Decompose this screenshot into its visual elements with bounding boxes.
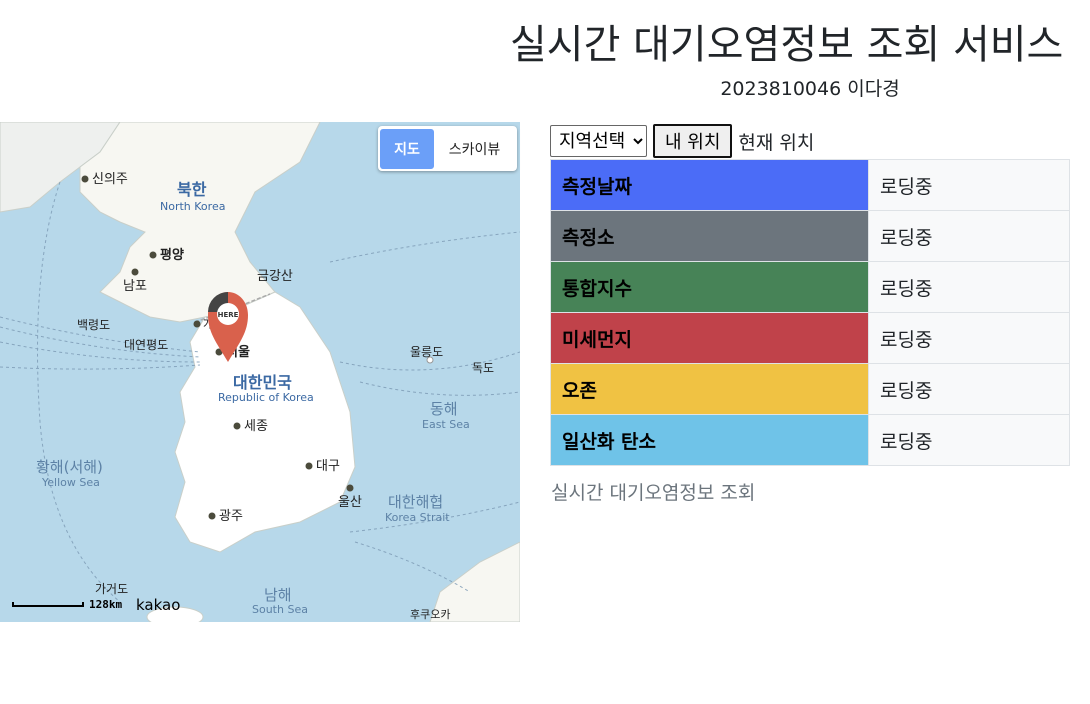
sea-routes xyxy=(0,181,520,603)
japan-landmass xyxy=(429,541,520,622)
row-value: 로딩중 xyxy=(868,261,1070,313)
here-marker-label: HERE xyxy=(218,311,239,319)
city-markers xyxy=(81,175,354,520)
row-value: 로딩중 xyxy=(868,159,1070,211)
scale-label: 128km xyxy=(89,598,123,611)
row-value: 로딩중 xyxy=(868,414,1070,466)
skyview-button[interactable]: 스카이뷰 xyxy=(448,141,501,158)
row-label: 측정날짜 xyxy=(550,159,869,211)
row-label: 측정소 xyxy=(550,210,869,262)
table-caption: 실시간 대기오염정보 조회 xyxy=(551,482,756,504)
row-label: 통합지수 xyxy=(550,261,869,313)
location-controls: 지역선택 내 위치 현재 위치 xyxy=(550,124,814,158)
row-label: 미세먼지 xyxy=(550,312,869,364)
map-type-control: 지도 스카이뷰 xyxy=(378,126,517,171)
label-south-korea: 대한민국 xyxy=(233,373,292,392)
label-korea-strait: 대한해협 xyxy=(388,493,443,511)
south-korea-landmass xyxy=(174,291,356,553)
air-quality-table: 측정날짜 로딩중 측정소 로딩중 통합지수 로딩중 미세먼지 로딩중 오존 로딩중 일산화 탄소 로딩… xyxy=(550,159,1070,466)
label-south-sea: 남해 xyxy=(264,586,292,604)
row-value: 로딩중 xyxy=(868,210,1070,262)
my-location-button[interactable]: 내 위치 xyxy=(653,124,733,158)
label-east-sea: 동해 xyxy=(430,400,458,418)
label-yellow-sea-en: Yellow Sea xyxy=(41,476,100,489)
row-value: 로딩중 xyxy=(868,312,1070,364)
ulleungdo-island xyxy=(426,356,434,364)
kakao-map[interactable]: 신의주 평양 남포 금강산 백령도 대연평도 개성 서울 울릉도 독도 세종 대… xyxy=(0,122,520,622)
page-title: 실시간 대기오염정보 조회 서비스 xyxy=(510,22,1064,68)
jeju-island xyxy=(146,606,204,622)
table-row: 측정소 로딩중 xyxy=(550,210,1070,262)
label-south-korea-en: Republic of Korea xyxy=(218,391,314,404)
label-south-sea-en: South Sea xyxy=(252,603,308,616)
label-north-korea: 북한 xyxy=(177,180,207,199)
label-gageodo: 가거도 xyxy=(95,582,128,596)
table-row: 통합지수 로딩중 xyxy=(550,261,1070,313)
row-value: 로딩중 xyxy=(868,363,1070,415)
table-row: 미세먼지 로딩중 xyxy=(550,312,1070,364)
label-fukuoka: 후쿠오카 xyxy=(410,608,450,621)
label-daegu: 대구 xyxy=(316,459,340,474)
row-label: 일산화 탄소 xyxy=(550,414,869,466)
label-sejong: 세종 xyxy=(244,419,268,434)
label-baengnyeongdo: 백령도 xyxy=(77,318,110,332)
here-marker-icon[interactable]: HERE xyxy=(208,292,248,362)
label-korea-strait-en: Korea Strait xyxy=(385,511,450,524)
table-row: 측정날짜 로딩중 xyxy=(550,159,1070,211)
scale-bar xyxy=(12,602,84,607)
label-yellow-sea: 황해(서해) xyxy=(36,458,103,476)
current-location-label: 현재 위치 xyxy=(738,131,815,154)
map-canvas[interactable]: 신의주 평양 남포 금강산 백령도 대연평도 개성 서울 울릉도 독도 세종 대… xyxy=(0,122,520,622)
label-daeyeonpyeongdo: 대연평도 xyxy=(124,338,168,352)
label-east-sea-en: East Sea xyxy=(422,418,470,431)
map-view-button[interactable]: 지도 xyxy=(380,128,434,169)
region-select[interactable]: 지역선택 xyxy=(550,125,647,157)
label-pyongyang: 평양 xyxy=(160,247,184,263)
row-label: 오존 xyxy=(550,363,869,415)
kakao-logo[interactable]: kakao xyxy=(136,596,181,614)
label-ulsan: 울산 xyxy=(338,495,362,510)
label-geumgangsan: 금강산 xyxy=(257,269,293,284)
label-sinuiju: 신의주 xyxy=(92,172,128,187)
table-row: 오존 로딩중 xyxy=(550,363,1070,415)
label-gwangju: 광주 xyxy=(219,509,243,524)
north-korea-landmass xyxy=(79,122,321,323)
student-info: 2023810046 이다경 xyxy=(720,78,900,100)
table-row: 일산화 탄소 로딩중 xyxy=(550,414,1070,466)
label-north-korea-en: North Korea xyxy=(160,200,225,213)
label-nampo: 남포 xyxy=(123,279,147,294)
label-ulleungdo: 울릉도 xyxy=(410,345,443,359)
label-dokdo: 독도 xyxy=(472,361,494,375)
